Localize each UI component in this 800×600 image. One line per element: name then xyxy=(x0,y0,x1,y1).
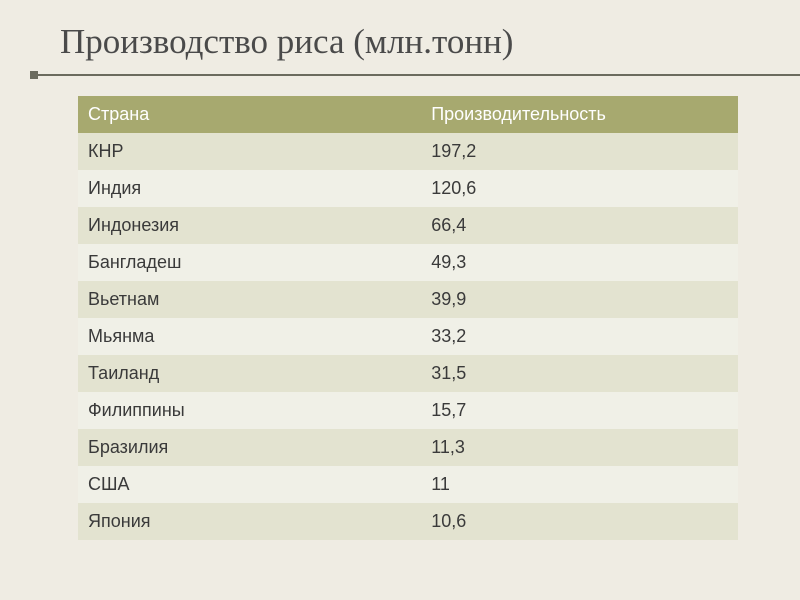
cell-country: Индия xyxy=(78,170,421,207)
cell-value: 10,6 xyxy=(421,503,738,540)
table-row: Индия120,6 xyxy=(78,170,738,207)
table-row: КНР197,2 xyxy=(78,133,738,170)
col-country: Страна xyxy=(78,96,421,133)
cell-value: 11 xyxy=(421,466,738,503)
table-row: Вьетнам39,9 xyxy=(78,281,738,318)
cell-value: 33,2 xyxy=(421,318,738,355)
cell-value: 120,6 xyxy=(421,170,738,207)
cell-value: 15,7 xyxy=(421,392,738,429)
cell-country: Мьянма xyxy=(78,318,421,355)
table-row: Индонезия66,4 xyxy=(78,207,738,244)
col-productivity: Производительность xyxy=(421,96,738,133)
cell-country: Вьетнам xyxy=(78,281,421,318)
table-header-row: Страна Производительность xyxy=(78,96,738,133)
table-row: Япония10,6 xyxy=(78,503,738,540)
cell-value: 197,2 xyxy=(421,133,738,170)
cell-country: Бангладеш xyxy=(78,244,421,281)
table-container: Страна Производительность КНР197,2 Индия… xyxy=(78,96,738,540)
table-row: Бразилия11,3 xyxy=(78,429,738,466)
cell-country: Индонезия xyxy=(78,207,421,244)
cell-value: 66,4 xyxy=(421,207,738,244)
table-row: Филиппины15,7 xyxy=(78,392,738,429)
cell-value: 39,9 xyxy=(421,281,738,318)
cell-value: 31,5 xyxy=(421,355,738,392)
cell-country: Филиппины xyxy=(78,392,421,429)
cell-value: 11,3 xyxy=(421,429,738,466)
table-row: Таиланд31,5 xyxy=(78,355,738,392)
table-row: США11 xyxy=(78,466,738,503)
rice-production-table: Страна Производительность КНР197,2 Индия… xyxy=(78,96,738,540)
page-title: Производство риса (млн.тонн) xyxy=(0,22,800,62)
cell-country: КНР xyxy=(78,133,421,170)
cell-country: Бразилия xyxy=(78,429,421,466)
cell-country: США xyxy=(78,466,421,503)
cell-country: Таиланд xyxy=(78,355,421,392)
divider xyxy=(30,74,800,76)
table-row: Мьянма33,2 xyxy=(78,318,738,355)
cell-country: Япония xyxy=(78,503,421,540)
table-row: Бангладеш49,3 xyxy=(78,244,738,281)
cell-value: 49,3 xyxy=(421,244,738,281)
slide: Производство риса (млн.тонн) Страна Прои… xyxy=(0,0,800,600)
